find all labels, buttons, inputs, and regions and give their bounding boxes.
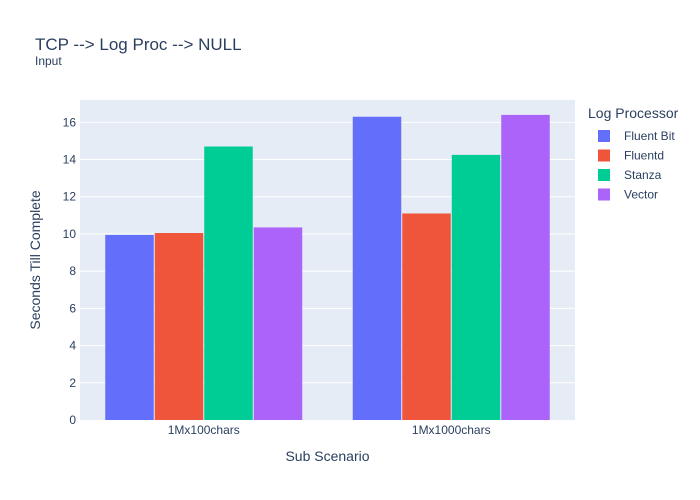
legend-label: Stanza [624,168,662,182]
bars-group [105,114,550,420]
x-tick-label: 1Mx100chars [168,423,240,437]
x-axis-title: Sub Scenario [285,448,369,464]
plot-area [80,100,575,420]
y-tick-label: 8 [69,264,76,278]
bar [105,234,154,420]
bar [402,213,451,420]
x-tick-label: 1Mx1000chars [412,423,491,437]
y-tick-label: 6 [69,301,76,315]
bar [501,114,550,420]
bar [204,146,253,420]
x-axis-ticks: 1Mx100chars 1Mx1000chars [168,423,491,437]
y-axis-ticks: 0 2 4 6 8 10 12 14 16 [63,115,77,427]
y-tick-label: 2 [69,376,76,390]
bar [253,227,303,420]
legend-label: Vector [624,188,658,202]
y-tick-label: 10 [63,227,77,241]
bar [352,116,402,420]
y-tick-label: 16 [63,115,77,129]
y-tick-label: 4 [69,339,76,353]
legend-swatch [598,130,610,142]
chart-subtitle: Input [35,54,62,68]
chart-title: TCP --> Log Proc --> NULL [35,35,242,54]
legend-label: Fluentd [624,149,664,163]
legend-swatch [598,188,610,201]
legend-swatch [598,169,610,181]
y-axis-title: Seconds Till Complete [27,190,43,330]
bar [154,233,204,420]
bar [451,154,501,420]
legend-label: Fluent Bit [624,129,675,143]
legend-swatch [598,149,610,162]
legend: Log Processor Fluent Bit Fluentd Stanza Vec… [588,105,679,202]
legend-title: Log Processor [588,105,679,121]
y-tick-label: 12 [63,190,77,204]
y-tick-label: 14 [63,153,77,167]
y-tick-label: 0 [69,413,76,427]
